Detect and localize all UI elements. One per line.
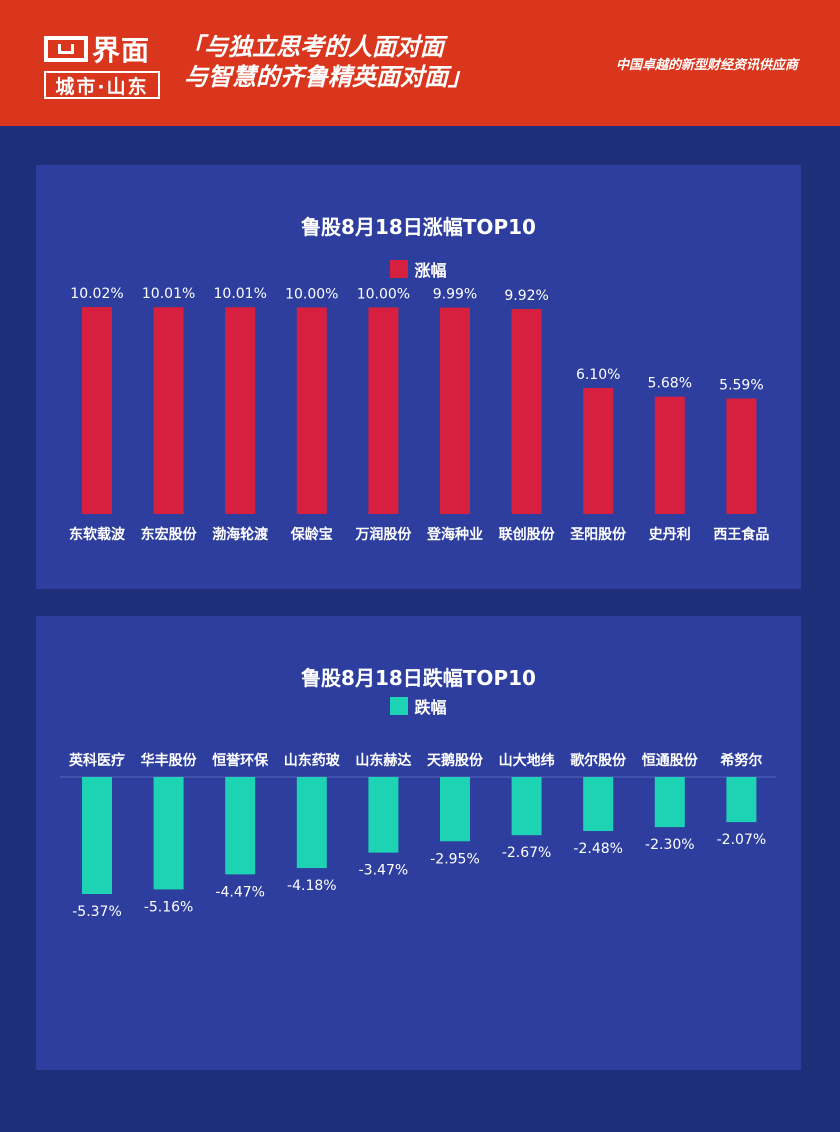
gain-bar: [296, 307, 327, 514]
slogan-line-1: 「与独立思考的人面对面: [180, 33, 444, 61]
loss-bar: [511, 777, 542, 836]
loss-chart-panel: 鲁股8月18日跌幅TOP10 跌幅 -5.37% 英科医疗 -5.16% 华丰股份 -4…: [36, 616, 801, 1070]
gain-value-label: 6.10%: [576, 367, 620, 383]
loss-category-label: 华丰股份: [141, 752, 198, 769]
gain-bar: [153, 307, 184, 514]
loss-value-label: -2.30%: [645, 837, 695, 853]
loss-bar: [583, 777, 614, 832]
loss-bar: [296, 777, 327, 869]
loss-value-label: -2.48%: [573, 841, 623, 857]
loss-bar: [82, 777, 112, 894]
loss-category-label: 希努尔: [720, 752, 762, 769]
loss-category-label: 恒誉环保: [212, 752, 269, 769]
gain-category-label: 万润股份: [354, 526, 412, 543]
gain-chart-legend: 涨幅: [36, 257, 801, 281]
gain-value-label: 10.01%: [142, 286, 195, 302]
gain-bar: [440, 307, 470, 514]
gain-bar: [82, 307, 112, 514]
logo-mark-icon: [44, 36, 88, 62]
gain-bar: [368, 307, 399, 514]
loss-value-label: -2.95%: [430, 851, 480, 867]
slogan-line-2: 与智慧的齐鲁精英面对面」: [184, 63, 472, 91]
slogan: 「与独立思考的人面对面 与智慧的齐鲁精英面对面」: [180, 32, 472, 92]
gain-category-label: 东宏股份: [141, 526, 198, 543]
loss-value-label: -2.67%: [502, 845, 552, 861]
loss-category-label: 天鹅股份: [427, 752, 484, 769]
loss-chart-legend: 跌幅: [36, 694, 801, 718]
gain-bar-chart: 10.02% 东软载波 10.01% 东宏股份 10.01% 渤海轮渡 10.00% 保龄宝 1…: [69, 286, 769, 543]
loss-bar: [726, 777, 757, 823]
gain-bar: [225, 307, 256, 514]
gain-bar: [654, 396, 685, 514]
tagline: 中国卓越的新型财经资讯供应商: [615, 58, 798, 73]
header-banner: 界面 城市·山东 「与独立思考的人面对面 与智慧的齐鲁精英面对面」 中国卓越的新…: [0, 0, 840, 126]
logo-name: 界面: [92, 34, 151, 67]
gain-chart-title: 鲁股8月18日涨幅TOP10: [301, 215, 536, 239]
gain-chart-panel: 鲁股8月18日涨幅TOP10 涨幅 10.02% 东软载波 10.01% 东宏股份 10…: [36, 165, 801, 589]
loss-value-label: -2.07%: [717, 832, 767, 848]
loss-value-label: -4.47%: [215, 884, 265, 900]
loss-category-label: 山东赫达: [355, 752, 411, 769]
gain-category-label: 联创股份: [499, 526, 556, 543]
gain-value-label: 10.00%: [285, 286, 338, 302]
gain-value-label: 10.01%: [214, 286, 267, 302]
logo-city: 城市·山东: [44, 71, 160, 99]
loss-category-label: 山大地纬: [499, 752, 555, 769]
loss-value-label: -4.18%: [287, 878, 337, 894]
loss-bar: [368, 777, 399, 853]
gain-value-label: 9.92%: [504, 288, 548, 304]
loss-legend-label: 跌幅: [414, 698, 447, 717]
loss-value-label: -3.47%: [359, 863, 409, 879]
gain-value-label: 9.99%: [433, 287, 477, 303]
gain-value-label: 10.00%: [357, 286, 410, 302]
loss-category-label: 英科医疗: [68, 752, 125, 769]
gain-category-label: 登海种业: [426, 526, 483, 543]
gain-bar: [511, 309, 542, 514]
gain-value-label: 10.02%: [70, 286, 123, 302]
gain-value-label: 5.59%: [719, 378, 763, 394]
loss-bar-chart: -5.37% 英科医疗 -5.16% 华丰股份 -4.47% 恒誉环保 -4.18% 山东药玻…: [60, 752, 776, 920]
gain-legend-label: 涨幅: [414, 261, 447, 280]
gain-category-label: 西王食品: [713, 526, 769, 543]
gain-value-label: 5.68%: [648, 376, 692, 392]
loss-category-label: 山东药玻: [284, 752, 341, 769]
loss-bar: [225, 777, 256, 875]
loss-legend-swatch: [390, 697, 409, 715]
loss-bar: [440, 777, 470, 842]
gain-bar: [726, 398, 757, 514]
loss-chart-title: 鲁股8月18日跌幅TOP10: [301, 666, 536, 690]
gain-category-label: 渤海轮渡: [212, 526, 269, 543]
loss-category-label: 歌尔股份: [570, 752, 627, 769]
gain-bar: [583, 387, 614, 514]
brand-logo: 界面 城市·山东: [44, 30, 160, 99]
gain-category-label: 圣阳股份: [569, 526, 627, 543]
loss-value-label: -5.16%: [144, 899, 194, 915]
loss-category-label: 恒通股份: [642, 752, 699, 769]
gain-category-label: 史丹利: [649, 526, 691, 543]
gain-category-label: 保龄宝: [290, 526, 333, 543]
loss-bar: [654, 777, 685, 828]
loss-value-label: -5.37%: [72, 904, 122, 920]
gain-legend-swatch: [390, 260, 409, 278]
loss-bar: [153, 777, 184, 890]
gain-category-label: 东软载波: [69, 526, 126, 543]
